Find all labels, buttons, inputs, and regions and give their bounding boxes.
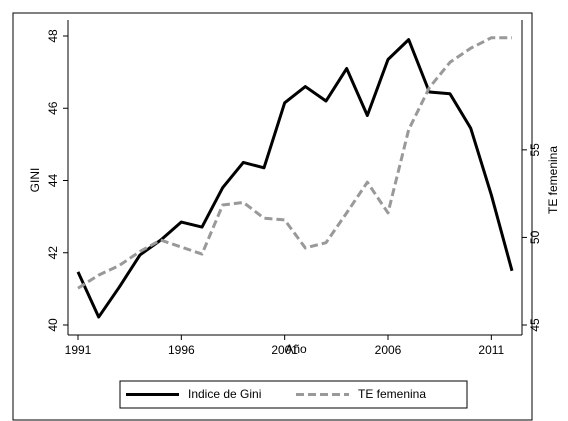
y2-tick-label: 55 [528, 143, 542, 157]
y-tick-label: 46 [46, 101, 60, 115]
y-tick-label: 44 [46, 174, 60, 188]
x-tick-label: 1991 [65, 343, 92, 357]
series-line [76, 38, 514, 319]
legend-label: TE femenina [358, 387, 426, 401]
y2-tick-label: 45 [528, 318, 542, 332]
y2-tick-label: 50 [528, 230, 542, 244]
legend-label: Indice de Gini [188, 387, 261, 401]
y2-axis-label: TE femenina [546, 146, 560, 214]
y-tick-label: 42 [46, 246, 60, 260]
y-tick-label: 48 [46, 29, 60, 43]
y-axis-label: GINI [28, 168, 42, 193]
x-tick-label: 2001 [271, 343, 298, 357]
series-line [77, 36, 512, 290]
x-tick-label: 2006 [375, 343, 402, 357]
x-axis-label: Año [285, 342, 307, 356]
x-tick-label: 2011 [478, 343, 504, 357]
y-tick-label: 40 [46, 318, 60, 332]
outer-frame [12, 12, 533, 421]
x-tick-label: 1996 [168, 343, 195, 357]
legend-box [119, 380, 468, 409]
